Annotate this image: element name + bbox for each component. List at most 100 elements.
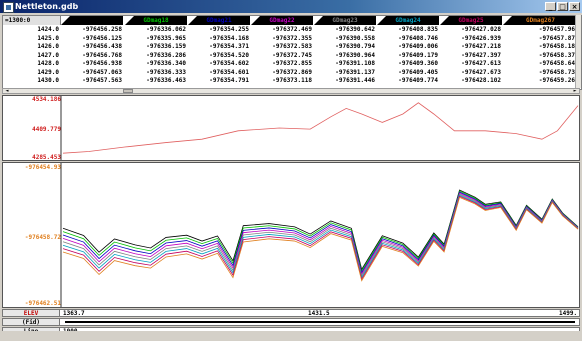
table-cell[interactable]: -976428.102 <box>461 77 501 84</box>
column-header-label: GDmag22 <box>269 17 295 24</box>
column-header-3[interactable]: GDmag21 <box>188 16 251 25</box>
table-row[interactable]: 1429.0 -976457.063 -976336.333 -976354.601 -… <box>3 69 581 77</box>
maximize-button[interactable]: □ <box>557 2 568 11</box>
table-cell[interactable]: -976335.965 <box>146 34 186 42</box>
table-cell[interactable]: -976336.159 <box>146 43 186 50</box>
table-cell[interactable]: -976391.137 <box>335 68 375 76</box>
scroll-thumb[interactable] <box>123 89 133 93</box>
column-header-4[interactable]: GDmag22 <box>251 16 314 25</box>
table-cell[interactable]: -976372.355 <box>272 34 312 42</box>
row-id: 1426.0 <box>37 43 59 50</box>
table-row[interactable]: 1430.0 -976457.563 -976336.463 -976354.791 -… <box>3 77 581 85</box>
table-cell[interactable]: -976372.855 <box>272 60 312 67</box>
table-cell[interactable]: -976457.96 <box>538 26 575 33</box>
table-cell[interactable]: -976458.73 <box>538 68 575 76</box>
close-button[interactable]: × <box>569 2 580 11</box>
table-cell[interactable]: -976427.218 <box>461 43 501 50</box>
table-cell[interactable]: -976457.87 <box>538 34 575 42</box>
table-cell[interactable]: -976426.939 <box>461 34 501 42</box>
table-cell[interactable]: -976409.006 <box>398 43 438 50</box>
table-cell[interactable]: -976427.397 <box>461 51 501 59</box>
table-cell[interactable]: -976354.602 <box>209 60 249 67</box>
table-cell[interactable]: -976354.520 <box>209 51 249 59</box>
table-cell[interactable]: -976427.028 <box>461 26 501 33</box>
table-cell[interactable]: -976458.64 <box>538 60 575 67</box>
table-cell[interactable]: -976427.673 <box>461 68 501 76</box>
table-cell[interactable]: -976336.463 <box>146 77 186 84</box>
table-cell[interactable]: -976354.255 <box>209 26 249 33</box>
column-header-6[interactable]: GDmag24 <box>377 16 440 25</box>
table-cell[interactable]: -976354.168 <box>209 34 249 42</box>
main-axis-mid: -976458.72 <box>24 234 61 241</box>
table-cell[interactable]: -976390.964 <box>335 51 375 59</box>
table-cell[interactable]: -976456.768 <box>82 51 122 59</box>
table-row[interactable]: 1425.0 -976456.125 -976335.965 -976354.168 -… <box>3 35 581 43</box>
table-cell[interactable]: -976456.125 <box>82 34 122 42</box>
top-axis-max: 4534.186 <box>32 96 61 103</box>
profile-series-line <box>62 190 579 272</box>
table-cell[interactable]: -976459.26 <box>538 77 575 84</box>
table-cell[interactable]: -976336.333 <box>146 68 186 76</box>
column-header-7[interactable]: GDmag25 <box>440 16 503 25</box>
table-cell[interactable]: -976427.613 <box>461 60 501 67</box>
table-row[interactable]: 1428.0 -976456.938 -976336.340 -976354.602 -… <box>3 60 581 68</box>
table-cell[interactable]: -976373.118 <box>272 77 312 84</box>
column-header-label: GDmag25 <box>458 17 484 24</box>
column-header-label: GDmag23 <box>332 17 358 24</box>
row-id: 1429.0 <box>37 68 59 76</box>
table-cell[interactable]: -976458.37 <box>538 51 575 59</box>
table-cell[interactable]: -976456.258 <box>82 26 122 33</box>
table-cell[interactable]: -976372.583 <box>272 43 312 50</box>
column-header-8[interactable]: GDmag267 <box>503 16 579 25</box>
table-cell[interactable]: -976390.558 <box>335 34 375 42</box>
profile-series-line <box>62 194 579 279</box>
main-profile-panel[interactable]: -976454.93 -976458.72 -976462.51 <box>2 162 580 308</box>
table-cell[interactable]: -976456.438 <box>82 43 122 50</box>
table-cell[interactable]: -976354.601 <box>209 68 249 76</box>
table-cell[interactable]: -976409.360 <box>398 60 438 67</box>
window-title: Nettleton.gdb <box>15 2 79 11</box>
table-cell[interactable]: -976354.371 <box>209 43 249 50</box>
table-cell[interactable]: -976372.745 <box>272 51 312 59</box>
top-profile-panel[interactable]: 4534.186 4409.779 4285.453 <box>2 95 580 161</box>
row-id: 1427.0 <box>37 51 59 59</box>
table-cell[interactable]: -976456.938 <box>82 60 122 67</box>
top-axis-min: 4285.453 <box>32 154 61 161</box>
elev-end: 1499. <box>559 310 578 317</box>
table-row[interactable]: 1424.0 -976456.258 -976336.062 -976354.255 -… <box>3 26 581 34</box>
table-cell[interactable]: -976408.746 <box>398 34 438 42</box>
table-cell[interactable]: -976372.869 <box>272 68 312 76</box>
table-cell[interactable]: -976336.286 <box>146 51 186 59</box>
table-cell[interactable]: -976372.469 <box>272 26 312 33</box>
column-header-5[interactable]: GDmag23 <box>314 16 377 25</box>
table-row[interactable]: 1426.0 -976456.438 -976336.159 -976354.371 -… <box>3 43 581 51</box>
grid-vertical-scrollbar[interactable] <box>575 15 581 88</box>
table-cell[interactable]: -976391.446 <box>335 77 375 84</box>
table-cell[interactable]: -976409.179 <box>398 51 438 59</box>
column-header-2[interactable]: GDmag18 <box>125 16 188 25</box>
table-row[interactable]: 1427.0 -976456.768 -976336.286 -976354.520 -… <box>3 52 581 60</box>
main-axis-min: -976462.51 <box>24 300 61 307</box>
scroll-right-arrow[interactable]: ► <box>573 88 577 94</box>
table-cell[interactable]: -976390.642 <box>335 26 375 33</box>
column-header-1[interactable]: GCorr267 <box>61 16 124 25</box>
fid-track[interactable] <box>65 321 575 323</box>
table-cell[interactable]: -976458.18 <box>538 43 575 50</box>
table-cell[interactable]: -976390.794 <box>335 43 375 50</box>
scroll-left-arrow[interactable]: ◄ <box>5 88 9 94</box>
table-cell[interactable]: -976336.340 <box>146 60 186 67</box>
table-cell[interactable]: -976391.108 <box>335 60 375 67</box>
column-header-label: GDmag21 <box>206 17 232 24</box>
title-bar[interactable]: Nettleton.gdb _ □ × <box>0 0 582 13</box>
fid-row: (Fid) <box>2 318 580 326</box>
minimize-button[interactable]: _ <box>545 2 556 11</box>
table-cell[interactable]: -976408.835 <box>398 26 438 33</box>
table-cell[interactable]: -976336.062 <box>146 26 186 33</box>
horizontal-scrollbar[interactable]: ◄ ► <box>2 88 580 94</box>
table-cell[interactable]: -976457.063 <box>82 68 122 76</box>
row-header-title[interactable]: =1300:0 <box>3 16 61 25</box>
table-cell[interactable]: -976409.405 <box>398 68 438 76</box>
table-cell[interactable]: -976457.563 <box>82 77 122 84</box>
table-cell[interactable]: -976409.774 <box>398 77 438 84</box>
table-cell[interactable]: -976354.791 <box>209 77 249 84</box>
